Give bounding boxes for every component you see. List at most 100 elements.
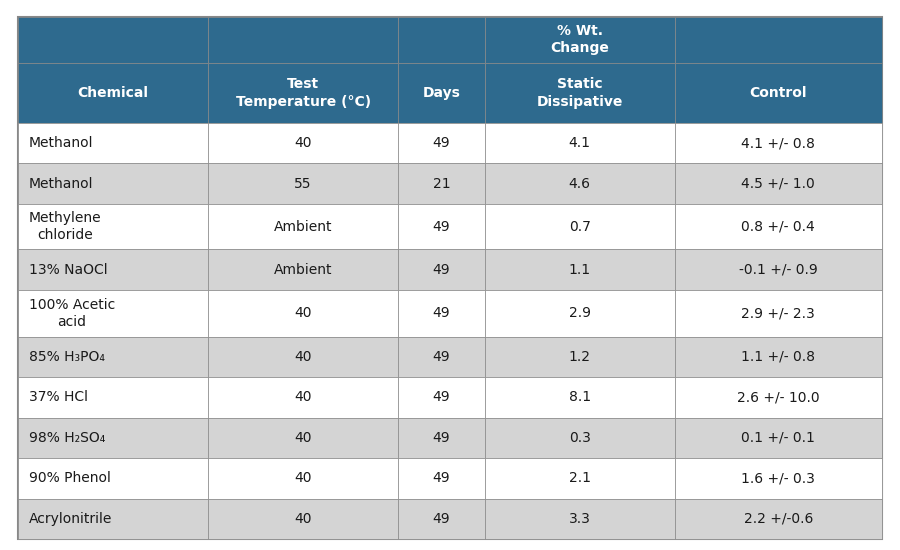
Bar <box>208 63 398 123</box>
Bar <box>208 458 398 498</box>
Text: 49: 49 <box>433 350 450 364</box>
Text: Acrylonitrile: Acrylonitrile <box>29 512 112 526</box>
Text: 0.1 +/- 0.1: 0.1 +/- 0.1 <box>742 431 815 445</box>
Bar <box>18 290 208 337</box>
Text: 1.2: 1.2 <box>569 350 590 364</box>
Text: 1.1: 1.1 <box>569 263 590 277</box>
Text: 49: 49 <box>433 431 450 445</box>
Bar <box>484 250 675 290</box>
Text: 1.6 +/- 0.3: 1.6 +/- 0.3 <box>742 471 815 485</box>
Bar <box>18 377 208 417</box>
Bar <box>675 63 882 123</box>
Text: 40: 40 <box>294 306 312 320</box>
Text: 40: 40 <box>294 431 312 445</box>
Text: Ambient: Ambient <box>274 263 332 277</box>
Bar <box>398 290 484 337</box>
Bar <box>208 290 398 337</box>
Bar <box>484 163 675 204</box>
Bar <box>675 123 882 163</box>
Text: 13% NaOCl: 13% NaOCl <box>29 263 107 277</box>
Text: 21: 21 <box>433 177 450 191</box>
Bar <box>18 204 208 250</box>
Bar <box>675 377 882 417</box>
Text: 49: 49 <box>433 219 450 234</box>
Bar <box>398 377 484 417</box>
Text: 0.7: 0.7 <box>569 219 590 234</box>
Text: 49: 49 <box>433 306 450 320</box>
Text: 1.1 +/- 0.8: 1.1 +/- 0.8 <box>742 350 815 364</box>
Bar <box>398 458 484 498</box>
Text: Static
Dissipative: Static Dissipative <box>536 78 623 109</box>
Bar <box>675 163 882 204</box>
Text: 2.2 +/-0.6: 2.2 +/-0.6 <box>743 512 813 526</box>
Text: Ambient: Ambient <box>274 219 332 234</box>
Text: Control: Control <box>750 86 807 100</box>
Text: 2.9 +/- 2.3: 2.9 +/- 2.3 <box>742 306 815 320</box>
Text: 4.5 +/- 1.0: 4.5 +/- 1.0 <box>742 177 815 191</box>
Bar <box>398 204 484 250</box>
Text: 85% H₃PO₄: 85% H₃PO₄ <box>29 350 104 364</box>
Text: 0.3: 0.3 <box>569 431 590 445</box>
Text: 49: 49 <box>433 471 450 485</box>
Bar <box>208 377 398 417</box>
Text: 40: 40 <box>294 471 312 485</box>
Text: 8.1: 8.1 <box>569 390 590 404</box>
Bar <box>398 498 484 539</box>
Bar <box>675 337 882 377</box>
Text: 2.9: 2.9 <box>569 306 590 320</box>
Bar <box>18 250 208 290</box>
Text: 49: 49 <box>433 136 450 150</box>
Text: 49: 49 <box>433 512 450 526</box>
Bar <box>18 123 208 163</box>
Bar <box>484 63 675 123</box>
Text: 3.3: 3.3 <box>569 512 590 526</box>
Text: 0.8 +/- 0.4: 0.8 +/- 0.4 <box>742 219 815 234</box>
Bar <box>18 163 208 204</box>
Bar <box>484 417 675 458</box>
Text: 98% H₂SO₄: 98% H₂SO₄ <box>29 431 105 445</box>
Text: 40: 40 <box>294 350 312 364</box>
Bar <box>484 498 675 539</box>
Bar <box>675 290 882 337</box>
Bar <box>398 250 484 290</box>
Text: 49: 49 <box>433 390 450 404</box>
Bar <box>398 337 484 377</box>
Bar <box>18 458 208 498</box>
Bar <box>484 204 675 250</box>
Bar <box>398 417 484 458</box>
Text: 40: 40 <box>294 390 312 404</box>
Bar <box>18 417 208 458</box>
Bar <box>208 163 398 204</box>
Bar <box>675 498 882 539</box>
Bar <box>675 250 882 290</box>
Bar <box>484 290 675 337</box>
Text: 4.6: 4.6 <box>569 177 590 191</box>
Text: Methylene
chloride: Methylene chloride <box>29 211 102 243</box>
Bar <box>484 458 675 498</box>
Text: 2.1: 2.1 <box>569 471 590 485</box>
Bar <box>484 16 675 63</box>
Text: 90% Phenol: 90% Phenol <box>29 471 111 485</box>
Bar <box>675 204 882 250</box>
Text: -0.1 +/- 0.9: -0.1 +/- 0.9 <box>739 263 818 277</box>
Text: % Wt.
Change: % Wt. Change <box>550 24 609 56</box>
Text: Methanol: Methanol <box>29 136 94 150</box>
Text: Methanol: Methanol <box>29 177 94 191</box>
Bar <box>208 204 398 250</box>
Text: 4.1: 4.1 <box>569 136 590 150</box>
Bar <box>484 337 675 377</box>
Text: Chemical: Chemical <box>77 86 148 100</box>
Text: 40: 40 <box>294 512 312 526</box>
Bar <box>675 16 882 63</box>
Bar <box>398 123 484 163</box>
Text: Test
Temperature (°C): Test Temperature (°C) <box>236 78 371 109</box>
Text: 100% Acetic
acid: 100% Acetic acid <box>29 298 115 329</box>
Bar <box>208 417 398 458</box>
Bar <box>208 337 398 377</box>
Text: Days: Days <box>422 86 460 100</box>
Bar <box>18 63 208 123</box>
Bar <box>484 123 675 163</box>
Bar <box>18 498 208 539</box>
Bar <box>675 458 882 498</box>
Bar <box>484 377 675 417</box>
